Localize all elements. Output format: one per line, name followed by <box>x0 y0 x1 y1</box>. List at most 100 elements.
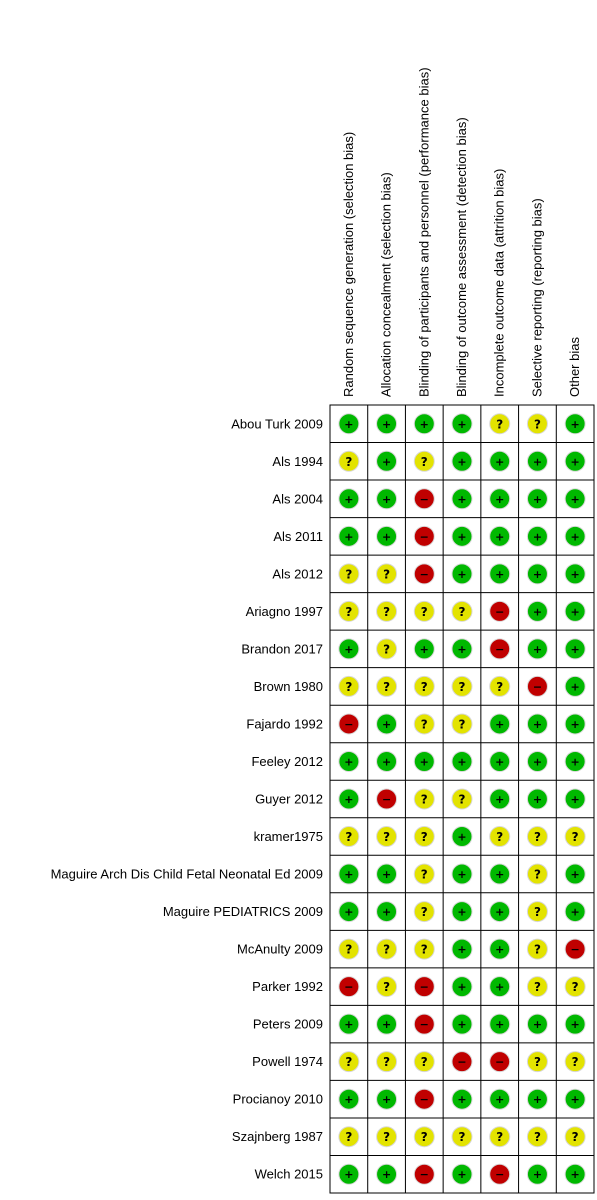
svg-text:?: ? <box>421 717 428 731</box>
svg-text:?: ? <box>421 905 428 919</box>
high-risk-icon: − <box>413 976 435 998</box>
svg-text:?: ? <box>534 980 541 994</box>
low-risk-icon: + <box>376 488 398 510</box>
svg-text:−: − <box>382 793 391 806</box>
low-risk-icon: + <box>376 525 398 547</box>
svg-text:?: ? <box>534 830 541 844</box>
low-risk-icon: + <box>451 938 473 960</box>
low-risk-icon: + <box>451 450 473 472</box>
low-risk-icon: + <box>413 750 435 772</box>
unclear-risk-icon: ? <box>451 675 473 697</box>
unclear-risk-icon: ? <box>489 826 511 848</box>
high-risk-icon: − <box>413 563 435 585</box>
low-risk-icon: + <box>451 488 473 510</box>
svg-text:+: + <box>457 868 466 881</box>
high-risk-icon: − <box>413 1013 435 1035</box>
study-label: Fajardo 1992 <box>246 716 323 731</box>
svg-text:+: + <box>457 418 466 431</box>
svg-text:?: ? <box>572 1130 579 1144</box>
svg-text:?: ? <box>459 605 466 619</box>
svg-text:+: + <box>495 1018 504 1031</box>
svg-text:?: ? <box>534 868 541 882</box>
low-risk-icon: + <box>451 901 473 923</box>
svg-text:−: − <box>457 1056 466 1069</box>
unclear-risk-icon: ? <box>338 826 360 848</box>
svg-text:?: ? <box>345 1055 352 1069</box>
svg-text:+: + <box>457 981 466 994</box>
svg-text:+: + <box>457 1093 466 1106</box>
svg-text:?: ? <box>534 1055 541 1069</box>
svg-text:+: + <box>571 455 580 468</box>
row-labels: Abou Turk 2009 Als 1994 Als 2004 Als 2011 Al… <box>51 416 323 1181</box>
svg-text:+: + <box>457 831 466 844</box>
svg-text:+: + <box>533 793 542 806</box>
svg-text:?: ? <box>572 980 579 994</box>
svg-text:?: ? <box>572 830 579 844</box>
svg-text:+: + <box>344 530 353 543</box>
low-risk-icon: + <box>338 525 360 547</box>
svg-text:+: + <box>344 1018 353 1031</box>
low-risk-icon: + <box>489 863 511 885</box>
low-risk-icon: + <box>489 488 511 510</box>
low-risk-icon: + <box>564 1088 586 1110</box>
svg-text:+: + <box>571 493 580 506</box>
low-risk-icon: + <box>489 901 511 923</box>
low-risk-icon: + <box>564 1163 586 1185</box>
low-risk-icon: + <box>489 450 511 472</box>
svg-text:+: + <box>344 1093 353 1106</box>
low-risk-icon: + <box>489 788 511 810</box>
svg-text:+: + <box>457 530 466 543</box>
low-risk-icon: + <box>489 976 511 998</box>
study-label: Als 2012 <box>272 566 323 581</box>
svg-text:+: + <box>382 493 391 506</box>
study-label: Procianoy 2010 <box>233 1092 323 1107</box>
low-risk-icon: + <box>376 450 398 472</box>
svg-text:+: + <box>571 680 580 693</box>
svg-text:+: + <box>457 943 466 956</box>
svg-text:+: + <box>495 981 504 994</box>
svg-text:?: ? <box>459 717 466 731</box>
high-risk-icon: − <box>376 788 398 810</box>
unclear-risk-icon: ? <box>526 826 548 848</box>
svg-text:−: − <box>420 493 429 506</box>
high-risk-icon: − <box>413 1163 435 1185</box>
low-risk-icon: + <box>564 488 586 510</box>
study-label: McAnulty 2009 <box>237 942 323 957</box>
low-risk-icon: + <box>451 413 473 435</box>
high-risk-icon: − <box>564 938 586 960</box>
study-label: Als 2011 <box>273 529 323 544</box>
svg-text:+: + <box>420 418 429 431</box>
svg-text:+: + <box>571 755 580 768</box>
low-risk-icon: + <box>526 638 548 660</box>
unclear-risk-icon: ? <box>564 976 586 998</box>
svg-text:?: ? <box>345 680 352 694</box>
svg-text:?: ? <box>534 905 541 919</box>
svg-text:+: + <box>344 755 353 768</box>
svg-text:?: ? <box>383 567 390 581</box>
svg-text:−: − <box>420 530 429 543</box>
svg-text:?: ? <box>421 1055 428 1069</box>
unclear-risk-icon: ? <box>413 600 435 622</box>
low-risk-icon: + <box>564 525 586 547</box>
unclear-risk-icon: ? <box>376 675 398 697</box>
svg-text:+: + <box>495 793 504 806</box>
svg-text:+: + <box>571 1093 580 1106</box>
svg-text:+: + <box>457 455 466 468</box>
svg-text:+: + <box>344 793 353 806</box>
svg-text:+: + <box>533 1018 542 1031</box>
svg-text:?: ? <box>383 680 390 694</box>
low-risk-icon: + <box>451 976 473 998</box>
low-risk-icon: + <box>338 863 360 885</box>
low-risk-icon: + <box>526 1088 548 1110</box>
svg-text:?: ? <box>383 943 390 957</box>
study-label: Abou Turk 2009 <box>231 416 323 431</box>
svg-text:+: + <box>533 493 542 506</box>
unclear-risk-icon: ? <box>376 638 398 660</box>
unclear-risk-icon: ? <box>451 600 473 622</box>
svg-text:?: ? <box>421 830 428 844</box>
column-label: Blinding of participants and personnel (… <box>416 67 431 397</box>
unclear-risk-icon: ? <box>564 826 586 848</box>
study-label: Szajnberg 1987 <box>232 1129 323 1144</box>
low-risk-icon: + <box>451 1163 473 1185</box>
